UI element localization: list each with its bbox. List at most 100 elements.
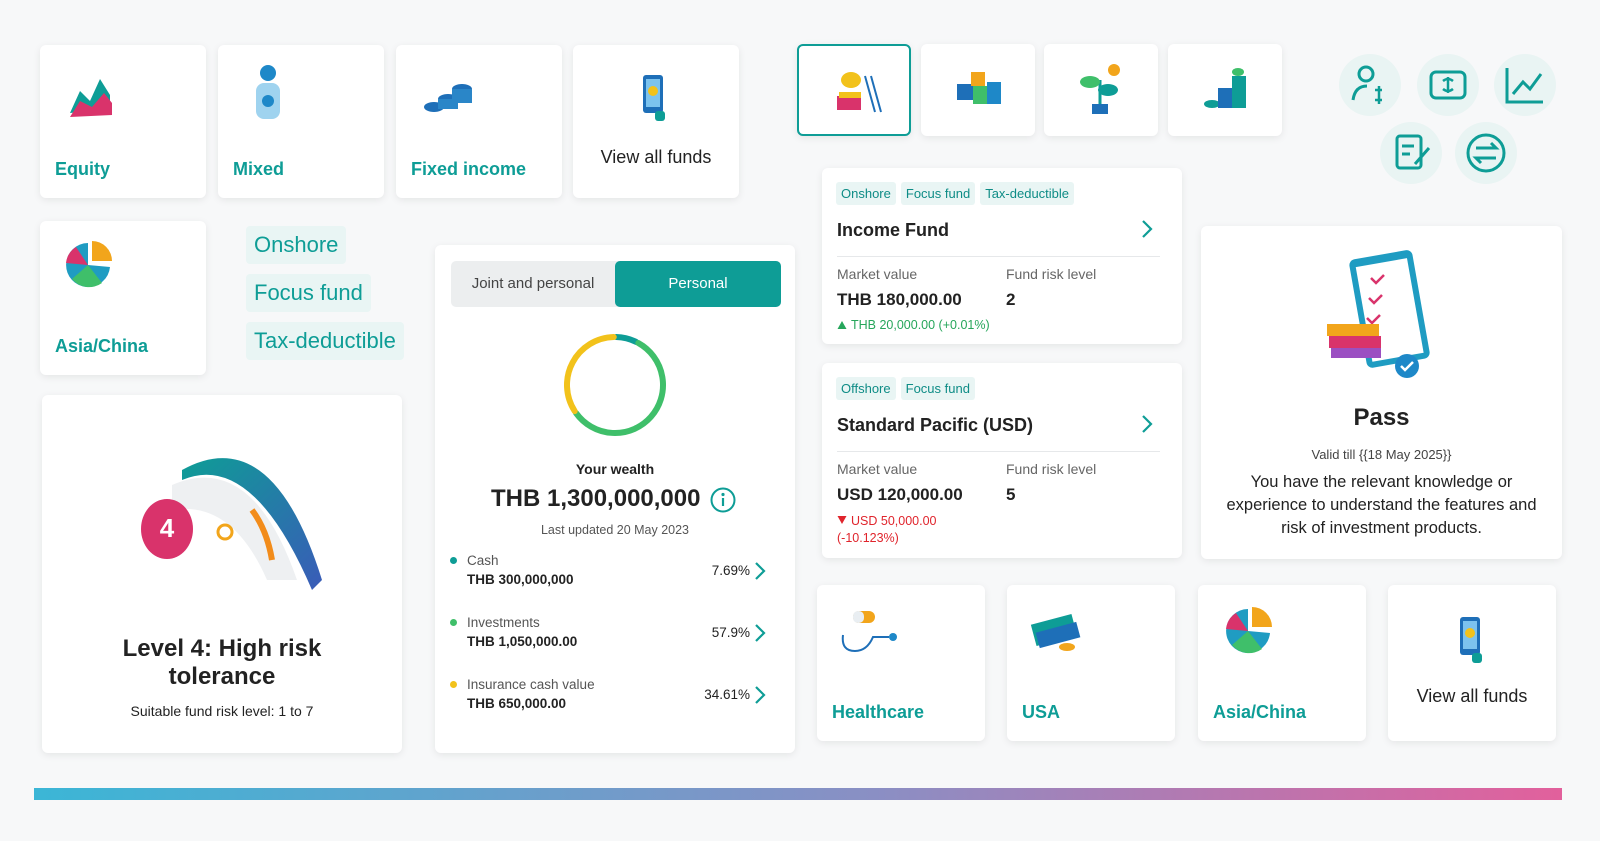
risk-level: 2	[1006, 290, 1016, 309]
tile-label: Asia/China	[55, 336, 149, 356]
icon-tile[interactable]	[921, 44, 1035, 136]
icon-tile[interactable]	[1044, 44, 1158, 136]
risk-label: Fund risk level	[1006, 266, 1097, 282]
chevron-path	[755, 686, 766, 704]
tag: Focus fund	[900, 377, 975, 400]
category-tile[interactable]: Mixed	[218, 45, 384, 198]
wealth-card: Joint and personal Personal Your wealth …	[435, 245, 795, 753]
market-value: THB 180,000.00	[837, 290, 962, 309]
info-icon[interactable]	[709, 486, 737, 514]
risk-badge-label: 4	[159, 513, 175, 543]
tile-label: View all funds	[600, 147, 712, 167]
fund-name: Standard Pacific (USD)	[837, 415, 1034, 435]
legend-dot	[450, 619, 457, 626]
chevron-path	[1142, 220, 1153, 238]
category-tile[interactable]: Equity	[40, 45, 206, 198]
category-tile[interactable]: View all funds	[573, 45, 739, 198]
action-icon[interactable]	[1380, 122, 1442, 184]
action-icon[interactable]	[1339, 54, 1401, 116]
donut-segment	[573, 340, 666, 436]
tile-label: Asia/China	[1213, 702, 1307, 722]
market-value: USD 120,000.00	[837, 485, 963, 504]
item-share: 57.9%	[711, 625, 750, 640]
tag-row: Onshore Focus fund Tax-deductible	[836, 182, 1079, 205]
item-amount: THB 300,000,000	[467, 572, 574, 587]
chevron-path	[755, 562, 766, 580]
divider	[837, 256, 1160, 257]
category-tile[interactable]: Fixed income	[396, 45, 562, 198]
risk-title: Level 4: High risk tolerance	[122, 635, 322, 690]
savings-icon	[837, 72, 882, 113]
risk-level: 5	[1006, 485, 1016, 504]
tile-label: Fixed income	[411, 159, 527, 179]
region-tile[interactable]: USA	[1007, 585, 1175, 741]
tag: Focus fund	[246, 274, 371, 312]
phone-icon	[643, 75, 665, 121]
risk-badge	[141, 499, 193, 559]
tile-label: Equity	[55, 159, 111, 179]
chevron[interactable]	[753, 622, 767, 644]
action-icon[interactable]	[1455, 122, 1517, 184]
wealth-total: THB 1,300,000,000	[491, 485, 701, 512]
item-name: Investments	[467, 615, 540, 630]
usa-icon	[1030, 613, 1081, 651]
tag: Onshore	[246, 226, 347, 264]
pass-title: Pass	[1353, 404, 1410, 431]
chevron-path	[1142, 415, 1153, 433]
region-tile[interactable]: Healthcare	[817, 585, 985, 741]
chevron[interactable]	[1140, 218, 1154, 240]
chevron-path	[755, 624, 766, 642]
tag-row: Offshore Focus fund	[836, 377, 980, 400]
market-value-label: Market value	[837, 266, 918, 282]
action-icons	[1339, 54, 1556, 184]
item-share: 34.61%	[704, 687, 750, 702]
tile-label: Mixed	[233, 159, 285, 179]
change-arrow-path	[837, 321, 847, 329]
item-amount: THB 1,050,000.00	[467, 634, 578, 649]
pass-illustration	[1327, 250, 1430, 378]
tile-label: USA	[1022, 702, 1061, 722]
action-icon[interactable]	[1417, 54, 1479, 116]
item-amount: THB 650,000.00	[467, 696, 567, 711]
region-tile[interactable]: View all funds	[1388, 585, 1556, 741]
icon-tile[interactable]	[1168, 44, 1282, 136]
change-arrow-path	[837, 516, 847, 524]
pass-card: Pass Valid till {{18 May 2025}} You have…	[1201, 226, 1562, 559]
donut-segment	[613, 334, 640, 345]
change: USD 50,000.00 (-10.123%)	[837, 514, 937, 545]
legend-dot	[450, 681, 457, 688]
risk-gauge	[172, 458, 322, 590]
chevron[interactable]	[753, 560, 767, 582]
tab[interactable]: Personal	[615, 261, 781, 307]
action-icon[interactable]	[1494, 54, 1556, 116]
pass-description: You have the relevant knowledge or exper…	[1226, 473, 1537, 537]
market-value-label: Market value	[837, 461, 918, 477]
asia-icon	[66, 241, 112, 288]
asia-icon	[1226, 607, 1272, 654]
chevron[interactable]	[753, 684, 767, 706]
category-tile[interactable]: Asia/China	[40, 221, 206, 375]
wealth-donut	[564, 334, 666, 436]
tag: Onshore	[836, 182, 896, 205]
icon-tile[interactable]	[797, 44, 911, 136]
chevron[interactable]	[1140, 413, 1154, 435]
change-arrow	[837, 516, 847, 524]
risk-subtitle: Suitable fund risk level: 1 to 7	[130, 703, 314, 719]
fixed-income-icon	[424, 84, 472, 112]
change: THB 20,000.00 (+0.01%)	[851, 318, 990, 332]
region-tile[interactable]: Asia/China	[1198, 585, 1366, 741]
blocks-icon	[957, 72, 1001, 104]
fund-card[interactable]: Offshore Focus fund Standard Pacific (USD)…	[822, 363, 1182, 558]
equity-icon	[70, 79, 112, 117]
risk-label: Fund risk level	[1006, 461, 1097, 477]
gradient-bar	[34, 788, 1562, 800]
tag: Tax-deductible	[980, 182, 1075, 205]
tag: Offshore	[836, 377, 896, 400]
wealth-updated: Last updated 20 May 2023	[540, 523, 690, 537]
change-arrow	[837, 321, 847, 329]
tile-label: View all funds	[1416, 686, 1528, 706]
tab[interactable]: Joint and personal	[471, 275, 595, 292]
fund-card[interactable]: Onshore Focus fund Tax-deductible Income Fu…	[822, 168, 1182, 344]
item-name: Insurance cash value	[467, 677, 595, 692]
